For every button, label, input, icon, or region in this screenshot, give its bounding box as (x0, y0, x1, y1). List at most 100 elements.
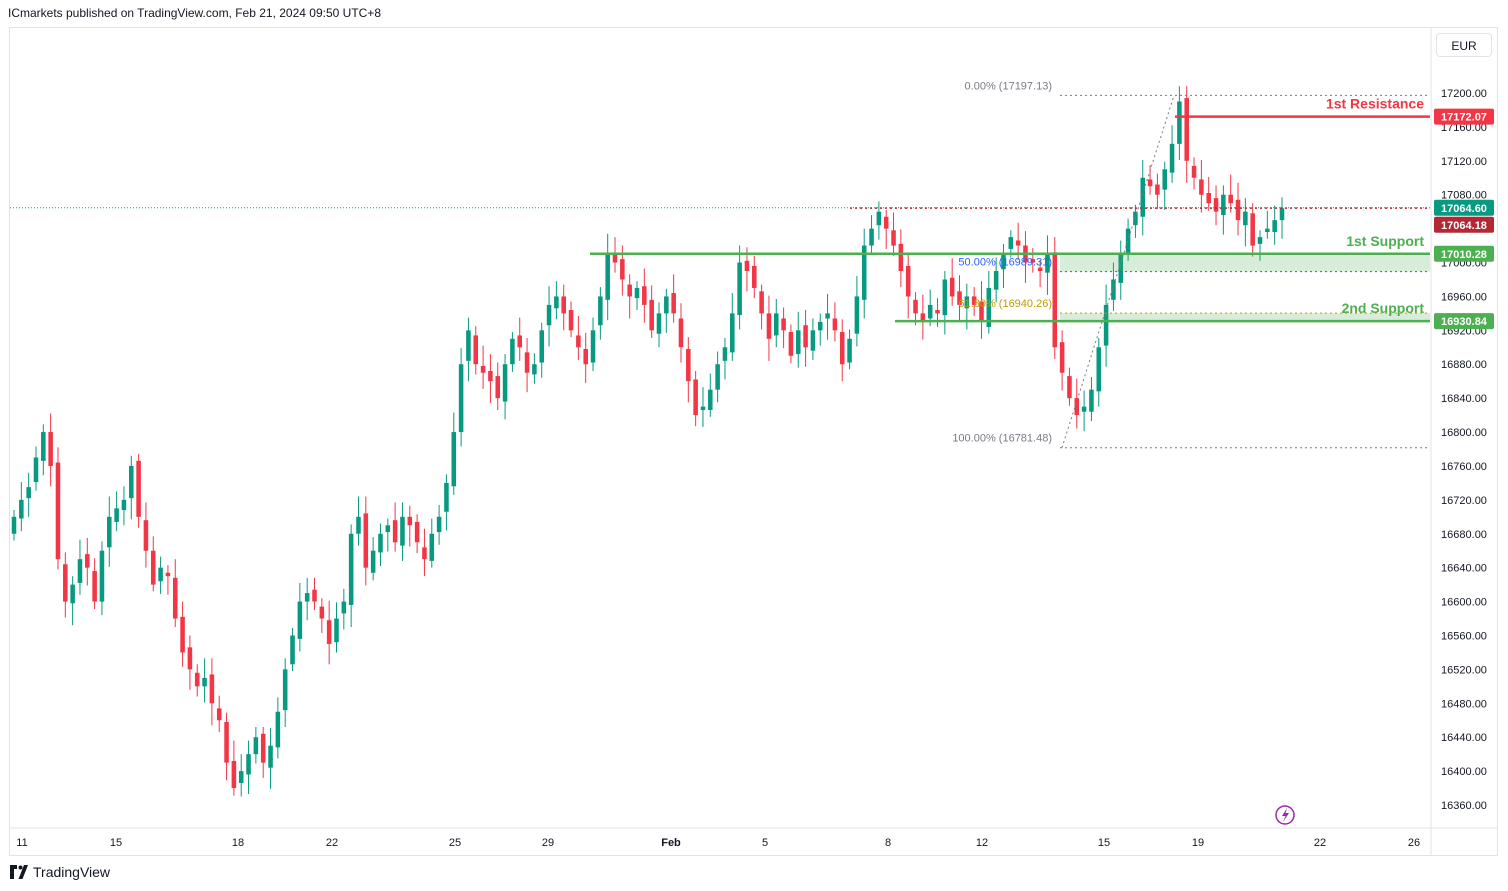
candle-body (715, 364, 720, 390)
candle (920, 294, 926, 340)
candle (1103, 284, 1109, 367)
candle (1177, 86, 1182, 160)
candle (1111, 262, 1116, 311)
candle (356, 496, 361, 546)
tradingview-logo-icon (10, 865, 28, 879)
x-tick-label: 15 (1098, 837, 1110, 849)
y-tick-label: 16960.00 (1441, 291, 1487, 303)
candle (107, 496, 112, 567)
candle-body (993, 271, 999, 290)
candle (810, 318, 816, 360)
candle-body (1111, 279, 1116, 300)
candle (605, 233, 610, 321)
candle-body (319, 606, 325, 619)
candle (194, 664, 200, 697)
candle (1199, 159, 1204, 213)
x-tick-label: 11 (16, 837, 27, 849)
candle-body (708, 389, 713, 411)
candle-body (392, 520, 398, 543)
candle-body (817, 321, 823, 331)
candle-body (458, 364, 464, 433)
candle-body (949, 277, 955, 297)
candle (803, 309, 808, 367)
y-tick-label: 16560.00 (1441, 630, 1487, 642)
candle (238, 754, 244, 797)
candle-body (326, 620, 332, 644)
candle-body (913, 299, 918, 314)
candle (913, 292, 918, 326)
candle-body (246, 754, 251, 775)
candle-body (1045, 254, 1050, 273)
candle-body (605, 254, 610, 300)
candle-body (55, 462, 61, 560)
support-zone (1060, 313, 1430, 322)
candle (385, 518, 391, 552)
candle (825, 293, 830, 340)
candle (971, 287, 977, 316)
candle-body (532, 364, 537, 375)
candle (202, 658, 207, 703)
candle-body (730, 313, 735, 353)
candle-body (737, 262, 742, 316)
x-tick-label: 12 (976, 837, 988, 849)
candle-body (85, 554, 90, 568)
candle (1184, 86, 1189, 183)
candle (444, 474, 449, 531)
candle-body (671, 293, 676, 314)
candle-body (1257, 237, 1263, 244)
candle-body (678, 318, 684, 348)
candle-body (539, 330, 544, 363)
candle-body (971, 296, 977, 305)
candle (554, 281, 559, 320)
candle-body (927, 304, 933, 319)
candle (392, 502, 398, 552)
candle (876, 201, 882, 240)
candle (539, 322, 544, 378)
candle-body (803, 325, 808, 348)
y-tick-label: 16680.00 (1441, 529, 1487, 541)
candle-body (422, 547, 427, 560)
candle (795, 311, 801, 368)
candle-body (1184, 98, 1189, 161)
candle-body (986, 287, 992, 327)
lightning-icon[interactable] (1275, 805, 1295, 825)
candle (77, 539, 83, 595)
candle-body (172, 577, 178, 619)
candle (1169, 125, 1175, 183)
candle-body (795, 330, 801, 355)
candle (165, 565, 171, 595)
candle-body (1155, 184, 1160, 195)
candle (1081, 390, 1087, 432)
support-price-tag: 17010.28 (1434, 245, 1494, 262)
candle-body (1059, 342, 1065, 373)
candle-body (1052, 252, 1058, 348)
candle-body (788, 332, 794, 356)
candle-body (495, 376, 501, 399)
candle-body (1213, 198, 1219, 212)
candle (766, 295, 772, 361)
currency-selector-button[interactable]: EUR (1436, 33, 1492, 57)
candle (1096, 337, 1102, 407)
support-price-tag: 16930.84 (1434, 313, 1494, 330)
candle (319, 598, 325, 633)
candle (686, 337, 691, 403)
candle (832, 302, 838, 342)
last-price-tag: 17064.60 (1434, 199, 1494, 216)
candle (979, 281, 984, 339)
current-price-tag-text: 17064.18 (1441, 220, 1487, 232)
candle (1228, 174, 1233, 213)
candle (700, 387, 706, 427)
candle (1243, 198, 1248, 247)
candle-body (282, 669, 288, 711)
x-tick-label: 29 (542, 837, 554, 849)
candle (1206, 176, 1211, 211)
candle-body (378, 533, 383, 553)
candle-body (847, 338, 852, 363)
candle (568, 301, 574, 338)
candle (1162, 161, 1168, 210)
candle (63, 552, 68, 618)
candle-body (165, 572, 171, 577)
candle (297, 582, 303, 652)
candle-body (407, 516, 413, 526)
